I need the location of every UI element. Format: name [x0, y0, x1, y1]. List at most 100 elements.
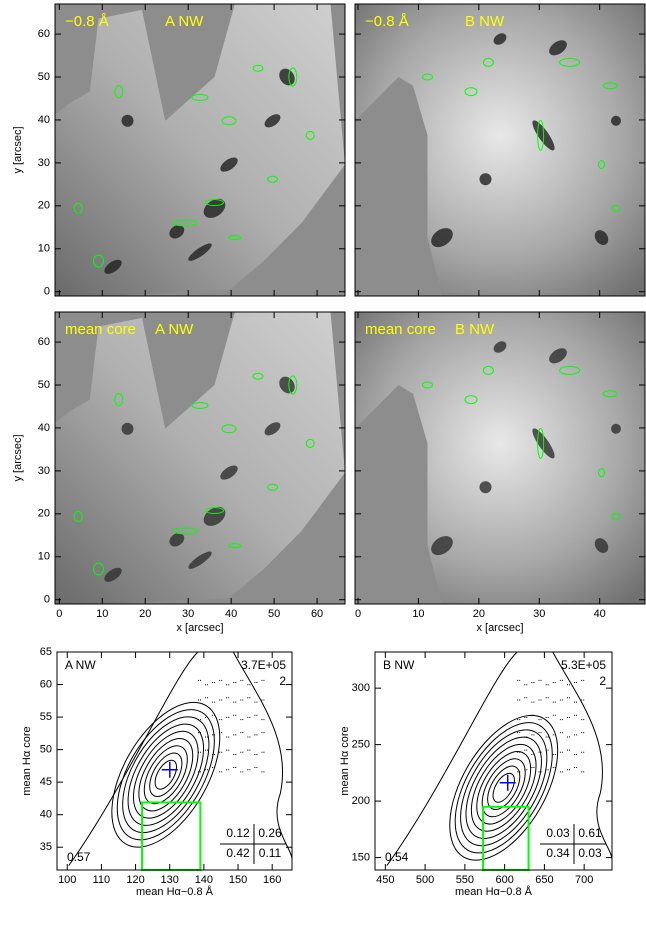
green-contour [267, 175, 278, 183]
green-contour [205, 199, 224, 207]
wavelength-label: −0.8 Å [65, 13, 109, 30]
y-tick-label: 60 [38, 28, 50, 40]
quadrant-fraction: 0.61 [578, 826, 602, 840]
quadrant-fraction: 0.03 [578, 846, 602, 860]
green-contour [288, 67, 298, 87]
x-tick-label: 450 [376, 874, 394, 886]
region-label: A NW [65, 658, 96, 672]
quadrant-fraction: 0.03 [546, 826, 570, 840]
dark-feature [264, 422, 281, 436]
density-contour [454, 722, 553, 854]
dark-feature [594, 538, 609, 554]
density-contour [476, 751, 532, 825]
y-tick-label: 250 [352, 739, 370, 751]
region-label: A NW [155, 321, 194, 338]
x-tick-label: 150 [229, 874, 247, 886]
dark-feature [188, 243, 212, 261]
dark-feature [169, 533, 185, 547]
y-axis-label: y [arcsec] [12, 434, 24, 481]
level-label: 2 [599, 674, 606, 688]
y-tick-label: 300 [352, 682, 370, 694]
density-contour [470, 743, 537, 832]
x-tick-label: 10 [96, 608, 108, 620]
dark-feature [203, 198, 226, 218]
dark-feature [611, 115, 621, 126]
field-of-view [55, 312, 345, 604]
panel-frame [54, 3, 346, 297]
density-contour [143, 745, 188, 805]
green-contour [598, 468, 605, 478]
y-tick-label: 40 [38, 422, 50, 434]
dark-feature [121, 422, 134, 435]
x-tick-label: 160 [263, 874, 281, 886]
dark-feature [479, 173, 492, 186]
green-contour [228, 235, 242, 241]
density-contour [487, 765, 521, 810]
x-tick-label: 600 [495, 874, 513, 886]
x-tick-label: 100 [58, 874, 76, 886]
level-label: 2 [279, 674, 286, 688]
green-contour [559, 57, 581, 67]
green-contour [598, 160, 605, 170]
image-panel: −0.8 Å A NW 0 10 20 30 40 50 60 y [arcsec] [12, 3, 346, 298]
x-axis-label: x [arcsec] [176, 622, 223, 634]
y-tick-label: 50 [38, 379, 50, 391]
green-contour [191, 401, 209, 409]
y-tick-label: 50 [38, 71, 50, 83]
density-contour [449, 714, 559, 861]
green-contour [114, 85, 124, 99]
density-contour [116, 709, 215, 841]
green-contour [464, 87, 478, 97]
green-contour [602, 82, 618, 90]
dark-feature [493, 341, 507, 353]
dark-feature [549, 40, 567, 56]
panel-frame [354, 3, 646, 297]
x-tick-label: 650 [535, 874, 553, 886]
x-tick-label: 110 [93, 874, 111, 886]
count-label: 5.3E+05 [561, 658, 606, 672]
wavelength-label: mean core [365, 321, 436, 338]
green-contour [305, 130, 315, 140]
density-contour [127, 723, 205, 826]
green-contour [205, 507, 224, 515]
green-contour [267, 483, 278, 491]
dark-feature [279, 68, 295, 86]
x-tick-label: 40 [594, 608, 606, 620]
dark-feature [169, 225, 185, 239]
green-contour [228, 543, 242, 549]
density-contour [149, 752, 183, 797]
y-tick-label: 30 [38, 157, 50, 169]
selection-box [141, 801, 202, 871]
y-tick-label: 10 [38, 551, 50, 563]
density-contour [465, 736, 542, 839]
quadrant-fraction: 0.26 [258, 826, 282, 840]
green-contour [221, 116, 237, 126]
green-contour [559, 365, 581, 375]
density-contour [154, 759, 177, 790]
y-tick-label: 150 [352, 851, 370, 863]
y-tick-label: 65 [40, 646, 52, 658]
quadrant-fraction: 0.12 [226, 826, 250, 840]
green-contour [93, 562, 104, 576]
y-axis-label: y [arcsec] [12, 126, 24, 173]
plot-frame [374, 651, 613, 871]
x-axis-label: mean Hα−0.8 Å [136, 885, 214, 898]
dark-feature [279, 376, 295, 394]
x-tick-label: 700 [575, 874, 593, 886]
quadrant-fraction: 0.42 [226, 846, 250, 860]
scatter-panel: 100 110 120 130 140 150 160 35 40 45 50 55 60 65 mean … [21, 646, 293, 898]
green-contour [173, 527, 198, 535]
y-tick-label: 20 [38, 508, 50, 520]
y-axis-label: mean Hα core [339, 726, 351, 795]
y-tick-label: 30 [38, 465, 50, 477]
x-tick-label: 0 [56, 608, 62, 620]
green-contour [93, 254, 104, 268]
density-contour [138, 738, 194, 812]
green-contour [482, 57, 494, 67]
green-contour [422, 73, 433, 81]
x-tick-label: 40 [225, 608, 237, 620]
green-contour [422, 381, 433, 389]
wavelength-label: mean core [65, 321, 136, 338]
dark-feature [479, 481, 492, 494]
x-tick-label: 130 [161, 874, 179, 886]
